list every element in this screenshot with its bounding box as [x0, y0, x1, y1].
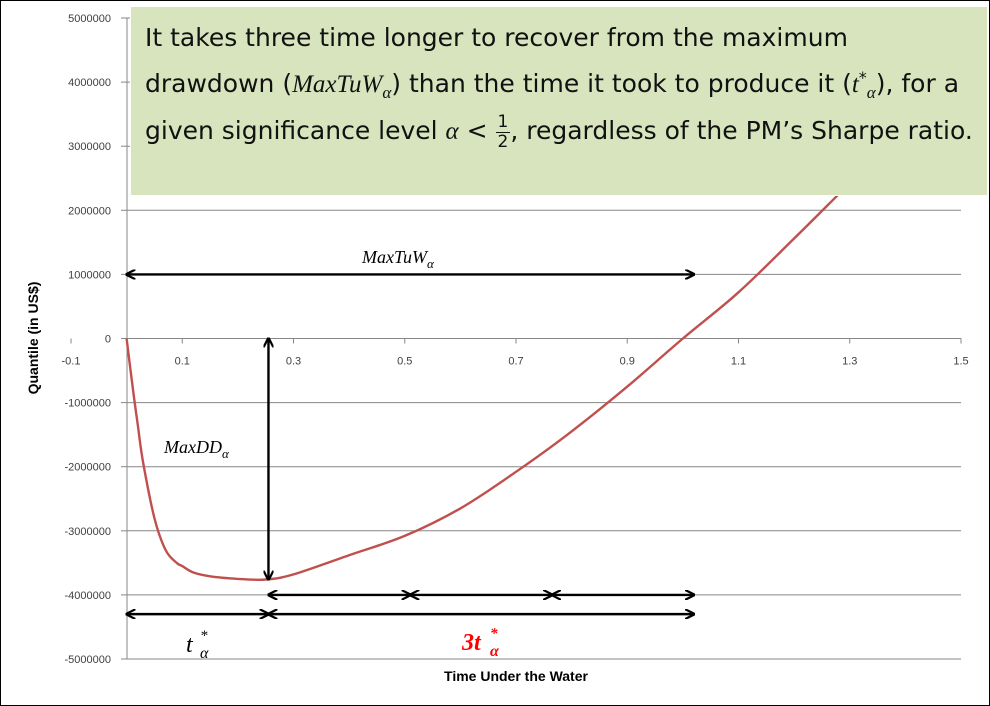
x-axis-title: Time Under the Water	[444, 668, 588, 684]
maxdd-label: MaxDDα	[163, 437, 230, 461]
x-tick-label-5: 0.9	[620, 356, 635, 368]
fraction-denominator: 2	[497, 131, 509, 152]
x-tick-label-0: -0.1	[62, 356, 81, 368]
x-tick-label-2: 0.3	[286, 356, 301, 368]
x-tick-label-7: 1.3	[842, 356, 857, 368]
y-tick-label-9: -4000000	[65, 590, 112, 602]
callout-text-1: It takes three time longer to recover fr…	[145, 23, 848, 98]
arrows-group	[127, 274, 694, 614]
x-tick-labels: -0.1 0.1 0.3 0.5 0.7 0.9 1.1 1.3 1.5	[62, 356, 969, 368]
x-tick-label-8: 1.5	[953, 356, 968, 368]
x-tick-label-1: 0.1	[175, 356, 190, 368]
y-tick-label-1: 4000000	[68, 77, 111, 89]
maxtuw-label: MaxTuWα	[361, 247, 435, 271]
callout-less-than: <	[458, 116, 496, 145]
y-tick-labels: 5000000 4000000 3000000 2000000 1000000 0 -100…	[65, 13, 112, 666]
svg-text:3t: 3t	[461, 630, 482, 656]
callout-text-4: , regardless of the PM’s Sharpe ratio.	[510, 116, 973, 145]
three-t-star-label: 3t * α	[461, 626, 500, 660]
y-axis-title: Quantile (in US$)	[25, 282, 41, 395]
callout-text-3: ), for a given significance level	[145, 69, 960, 145]
callout-text-2: ) than the time it took to produce it (	[391, 69, 852, 98]
callout-star-sup: *	[858, 68, 867, 87]
callout-alpha-sub-2: α	[866, 83, 876, 102]
y-tick-label-4: 1000000	[68, 269, 111, 281]
insight-callout: It takes three time longer to recover fr…	[130, 6, 988, 196]
svg-text:*: *	[490, 626, 498, 642]
y-tick-label-8: -3000000	[65, 526, 112, 538]
x-tick-label-3: 0.5	[397, 356, 412, 368]
x-tick-label-6: 1.1	[731, 356, 746, 368]
y-tick-label-7: -2000000	[65, 462, 112, 474]
y-tick-label-3: 2000000	[68, 205, 111, 217]
callout-alpha-sub: α	[382, 83, 392, 102]
y-tick-label-5: 0	[105, 334, 111, 346]
svg-text:t: t	[186, 632, 194, 658]
callout-alpha: α	[445, 118, 459, 145]
x-tick-label-4: 0.7	[508, 356, 523, 368]
svg-text:α: α	[200, 645, 209, 662]
y-tick-label-0: 5000000	[68, 13, 111, 25]
y-tick-label-6: -1000000	[65, 398, 112, 410]
svg-text:*: *	[200, 628, 208, 644]
callout-maxtuw-symbol: MaxTuW	[292, 71, 383, 98]
t-star-label: t * α	[186, 628, 209, 662]
y-tick-label-10: -5000000	[65, 654, 112, 666]
fraction-numerator: 1	[495, 111, 511, 133]
y-tick-label-2: 3000000	[68, 141, 111, 153]
callout-t-symbol: t	[851, 71, 859, 98]
svg-text:α: α	[490, 643, 500, 660]
